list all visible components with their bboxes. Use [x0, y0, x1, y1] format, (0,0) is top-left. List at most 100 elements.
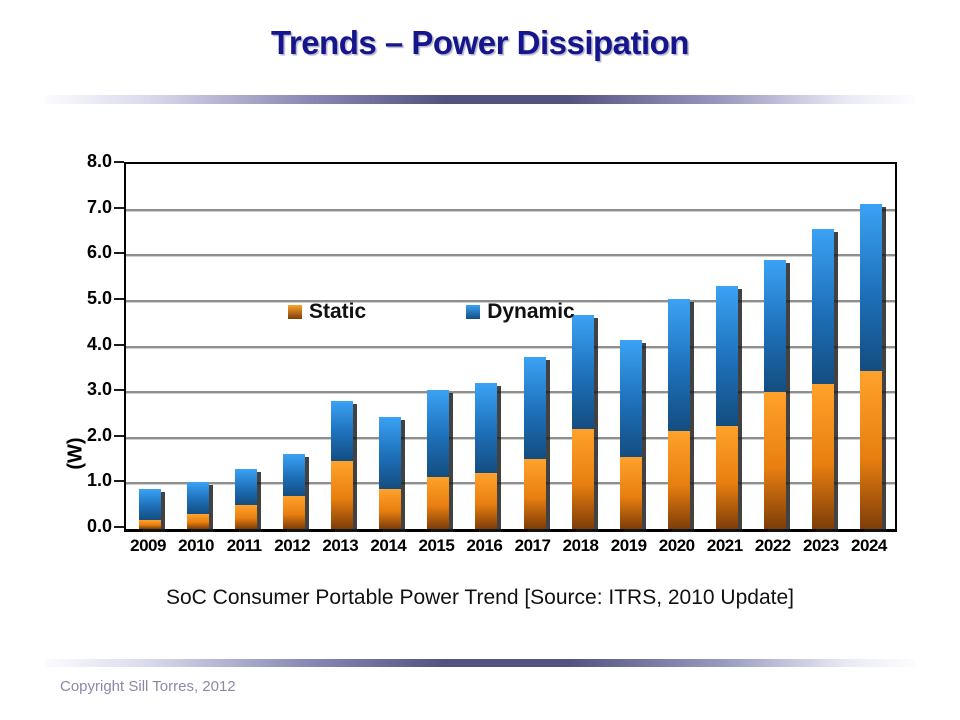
- dynamic-segment: [715, 286, 738, 427]
- title-divider-bar: [45, 95, 915, 104]
- dynamic-legend-swatch-icon: [466, 305, 481, 319]
- dynamic-segment: [187, 482, 210, 515]
- bar-2013: [331, 401, 354, 529]
- y-tick-mark: [114, 434, 124, 437]
- y-tick-label: 8.0: [86, 151, 112, 171]
- gridline-5: [126, 299, 895, 302]
- y-tick-label: 0.0: [86, 516, 112, 536]
- y-tick-label: 6.0: [86, 242, 112, 263]
- dynamic-segment: [427, 389, 450, 478]
- gridline-1: [126, 482, 895, 485]
- dynamic-segment: [331, 401, 354, 461]
- dynamic-segment: [475, 383, 498, 474]
- dynamic-segment: [619, 339, 642, 458]
- static-segment: [187, 514, 210, 529]
- static-segment: [235, 504, 258, 529]
- bar-2023: [811, 228, 834, 529]
- static-segment: [139, 519, 162, 529]
- y-tick-label: 4.0: [86, 333, 112, 354]
- y-tick-label: 1.0: [86, 470, 112, 491]
- static-segment: [283, 496, 306, 529]
- x-tick-label: 2015: [418, 536, 455, 555]
- static-legend-swatch-icon: [288, 305, 302, 319]
- gridline-6: [126, 254, 895, 257]
- y-tick-label: 2.0: [86, 424, 112, 445]
- dynamic-segment: [379, 417, 402, 489]
- x-tick-label: 2016: [466, 536, 503, 555]
- x-tick-label: 2023: [802, 536, 839, 555]
- gridline-2: [126, 436, 895, 439]
- bar-2009: [139, 488, 162, 529]
- y-tick-mark: [114, 206, 124, 209]
- gridline-3: [126, 391, 895, 394]
- y-tick-mark: [114, 252, 124, 255]
- y-tick-mark: [114, 526, 124, 528]
- dynamic-segment: [811, 228, 834, 384]
- x-tick-label: 2014: [370, 536, 407, 555]
- y-tick-label: 3.0: [86, 379, 112, 400]
- chart-caption: SoC Consumer Portable Power Trend [Sourc…: [166, 586, 794, 609]
- bar-2010: [187, 482, 210, 529]
- x-tick-label: 2020: [658, 536, 695, 555]
- slide-title: Trends – Power Dissipation: [271, 24, 689, 61]
- chart-legend: Static Dynamic: [288, 300, 575, 324]
- x-tick-label: 2013: [322, 536, 359, 555]
- dynamic-segment: [283, 453, 306, 497]
- x-tick-label: 2018: [562, 536, 599, 555]
- y-tick-label: 5.0: [86, 287, 112, 308]
- x-tick-label: 2021: [706, 536, 743, 555]
- gridline-4: [126, 345, 895, 348]
- legend-item-static: Static: [288, 300, 366, 324]
- static-segment: [859, 370, 882, 529]
- x-tick-label: 2019: [610, 536, 647, 555]
- bar-2017: [523, 356, 546, 529]
- y-tick-mark: [114, 343, 124, 346]
- y-tick-mark: [114, 389, 124, 392]
- legend-item-dynamic: Dynamic: [466, 300, 575, 324]
- legend-label-static: Static: [309, 300, 367, 323]
- static-segment: [475, 473, 498, 529]
- legend-label-dynamic: Dynamic: [487, 300, 575, 323]
- y-tick-mark: [114, 297, 124, 300]
- dynamic-segment: [139, 488, 162, 520]
- x-tick-label: 2022: [754, 536, 791, 555]
- x-tick-label: 2009: [130, 536, 166, 555]
- gridline-7: [126, 208, 895, 211]
- bar-2014: [379, 417, 402, 529]
- static-segment: [331, 460, 354, 529]
- dynamic-segment: [763, 259, 786, 393]
- bar-2020: [667, 298, 690, 529]
- power-chart: (W) Static Dynamic 0.0 1.0 2.0 3.0 4.0 5.0 6.0…: [48, 130, 908, 578]
- y-tick-mark: [114, 161, 124, 163]
- footer-divider-bar: [45, 659, 915, 667]
- static-segment: [379, 488, 402, 529]
- dynamic-segment: [571, 314, 594, 429]
- static-segment: [715, 426, 738, 529]
- bar-2021: [715, 286, 738, 529]
- static-segment: [667, 430, 690, 529]
- x-tick-label: 2017: [514, 536, 551, 555]
- y-tick-mark: [114, 480, 124, 483]
- static-segment: [523, 459, 546, 529]
- bar-2022: [763, 259, 786, 529]
- bar-2024: [859, 203, 882, 529]
- y-tick-label: 7.0: [86, 196, 112, 217]
- dynamic-segment: [859, 203, 882, 371]
- bar-2015: [427, 389, 450, 529]
- copyright-text: Copyright Sill Torres, 2012: [60, 678, 236, 695]
- plot-area: Static Dynamic: [124, 162, 897, 532]
- dynamic-segment: [667, 298, 690, 431]
- static-segment: [571, 428, 594, 529]
- bar-2016: [475, 383, 498, 529]
- dynamic-segment: [235, 468, 258, 505]
- bar-2019: [619, 339, 642, 529]
- bar-2018: [571, 314, 594, 529]
- bar-2012: [283, 453, 306, 529]
- x-tick-label: 2011: [226, 536, 262, 555]
- static-segment: [619, 457, 642, 529]
- x-tick-label: 2024: [851, 536, 887, 555]
- dynamic-segment: [523, 356, 546, 460]
- static-segment: [811, 383, 834, 529]
- x-tick-label: 2010: [178, 536, 214, 555]
